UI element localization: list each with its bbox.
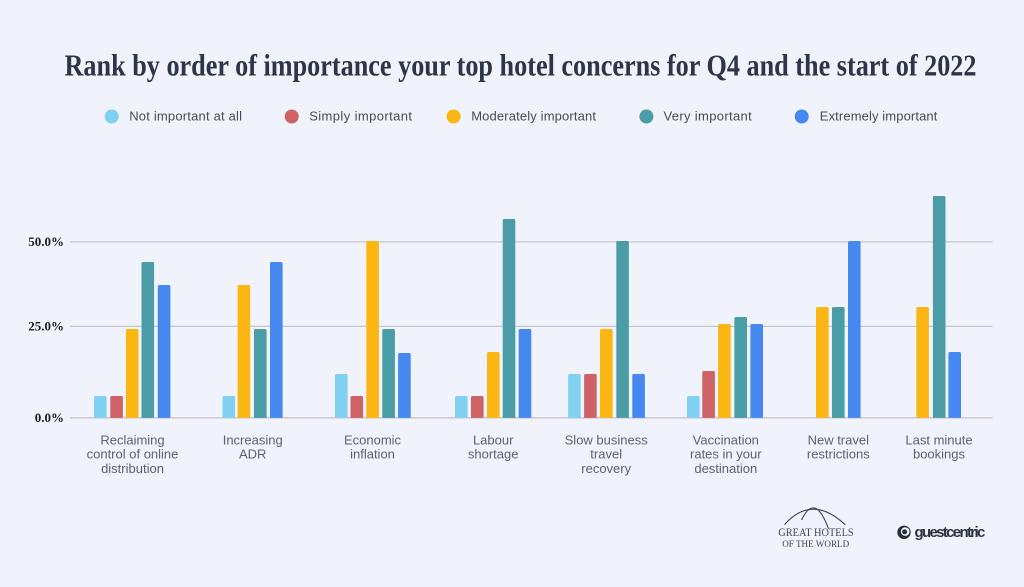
- svg-text:ADR: ADR: [239, 447, 266, 462]
- svg-text:travel: travel: [590, 447, 622, 462]
- svg-text:Rank by order of importance yo: Rank by order of importance your top hot…: [65, 49, 977, 83]
- svg-text:restrictions: restrictions: [807, 447, 870, 462]
- svg-text:Moderately important: Moderately important: [471, 109, 596, 124]
- svg-text:guestcentric: guestcentric: [915, 524, 986, 541]
- svg-text:recovery: recovery: [581, 461, 631, 476]
- svg-text:Slow business: Slow business: [565, 433, 649, 448]
- svg-text:destination: destination: [694, 461, 757, 476]
- svg-text:Increasing: Increasing: [223, 433, 283, 448]
- svg-text:Last minute: Last minute: [905, 433, 972, 448]
- svg-text:shortage: shortage: [468, 447, 519, 462]
- svg-text:Not important at all: Not important at all: [129, 109, 242, 124]
- svg-text:Economic: Economic: [344, 433, 402, 448]
- svg-text:Labour: Labour: [473, 433, 514, 448]
- svg-text:distribution: distribution: [101, 461, 164, 476]
- svg-text:0.0%: 0.0%: [35, 410, 64, 425]
- svg-text:inflation: inflation: [350, 447, 395, 462]
- svg-text:New travel: New travel: [808, 433, 870, 448]
- svg-text:25.0%: 25.0%: [28, 319, 64, 334]
- svg-text:Vaccination: Vaccination: [693, 433, 759, 448]
- svg-text:Very important: Very important: [664, 109, 753, 124]
- svg-text:OF THE WORLD: OF THE WORLD: [782, 539, 849, 550]
- svg-text:Simply important: Simply important: [309, 109, 412, 124]
- svg-text:Extremely important: Extremely important: [820, 109, 938, 124]
- svg-text:control of online: control of online: [87, 447, 179, 462]
- svg-text:50.0%: 50.0%: [28, 234, 64, 249]
- svg-text:rates in your: rates in your: [690, 447, 762, 462]
- svg-text:bookings: bookings: [913, 447, 966, 462]
- svg-text:GREAT HOTELS: GREAT HOTELS: [778, 527, 853, 539]
- svg-text:Reclaiming: Reclaiming: [100, 433, 164, 448]
